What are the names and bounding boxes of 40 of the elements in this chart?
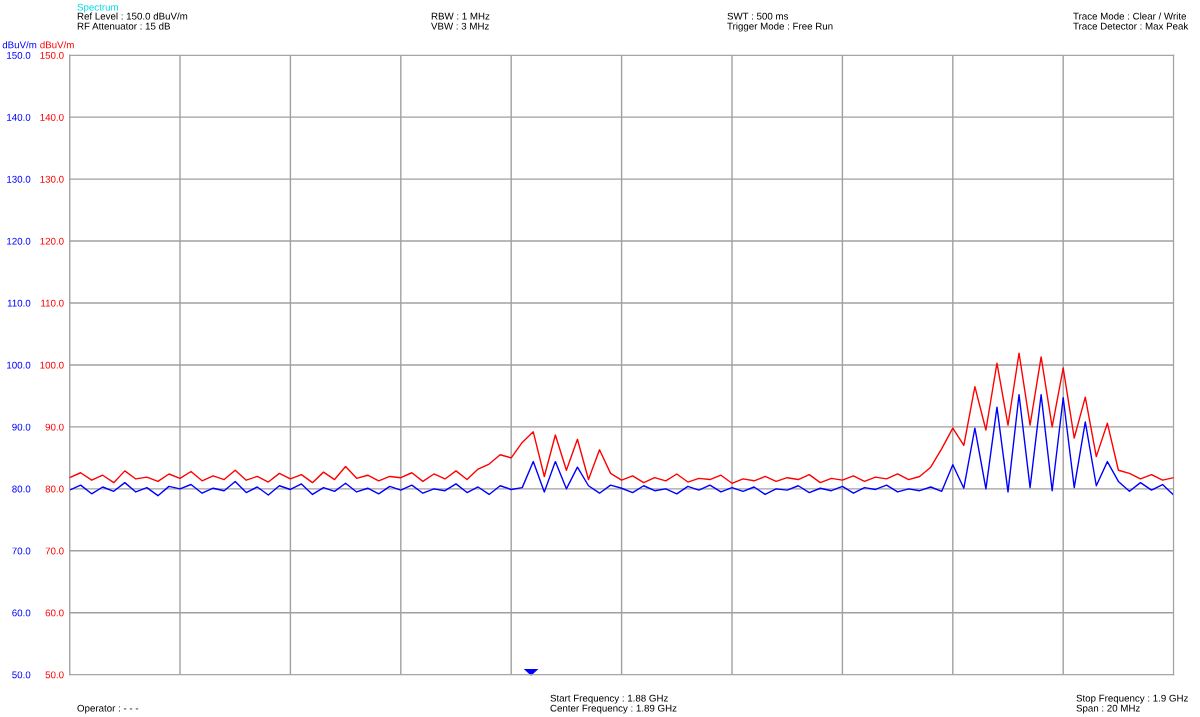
text: Span : 20 MHz [1076,704,1140,714]
y-tick-label: 60.0 [12,609,31,617]
y-tick-label: 70.0 [12,547,31,555]
line-series [69,393,1174,497]
y-tick-label: 110.0 [7,299,31,307]
y2-tick-label: 80.0 [45,485,64,493]
y-tick-label: 50.0 [12,671,31,679]
text: Trigger Mode : Free Run [727,22,833,32]
text: Center Frequency : 1.89 GHz [550,704,677,714]
y2-tick-label: 60.0 [45,609,64,617]
y2-tick-label: 70.0 [45,547,64,555]
text: Trace Detector : Max Peak [1073,22,1189,30]
y-axis-title: dBuV/m [2,41,37,49]
y2-tick-label: 130.0 [40,175,64,183]
y-tick-label: 100.0 [7,361,31,369]
text: Stop Frequency : 1.9 GHz [1076,694,1188,704]
y-tick-label: 80.0 [12,485,31,493]
text: Trace Mode : Clear / Write [1073,12,1187,20]
y-tick-label: 120.0 [7,237,31,245]
y2-axis-title: dBuV/m [40,41,74,49]
text: SWT : 500 ms [727,12,789,20]
y-tick-label: 90.0 [12,423,31,431]
y-tick-label: 140.0 [7,113,31,121]
y2-tick-label: 150.0 [40,51,64,59]
text: VBW : 3 MHz [431,22,489,30]
text: Operator : - - - [77,704,139,714]
y2-tick-label: 140.0 [40,113,64,121]
y2-tick-label: 90.0 [45,423,64,431]
y-tick-label: 130.0 [7,175,31,183]
text: Start Frequency : 1.88 GHz [550,694,668,704]
text: RF Attenuator : 15 dB [77,22,170,30]
text: RBW : 1 MHz [431,12,490,20]
line-series [69,352,1174,484]
y2-tick-label: 50.0 [45,671,64,679]
text: Spectrum [77,3,118,13]
y2-tick-label: 120.0 [40,237,64,245]
y2-tick-label: 110.0 [41,299,64,307]
y-tick-label: 150.0 [7,51,31,59]
y2-tick-label: 100.0 [40,361,64,369]
text: Ref Level : 150.0 dBuV/m [77,12,188,20]
